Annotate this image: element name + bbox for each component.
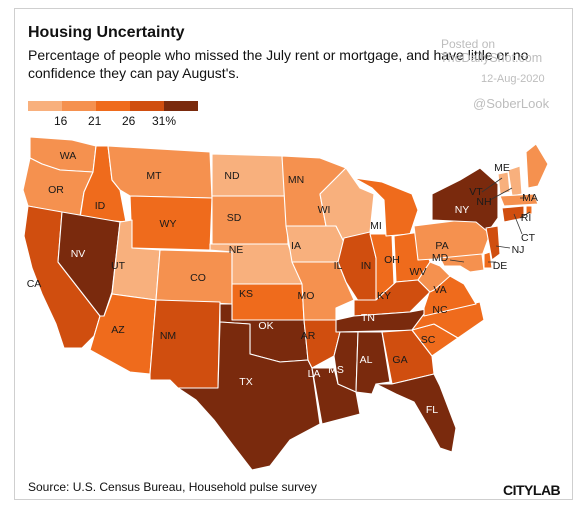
state-label-wa: WA [60, 150, 77, 162]
state-label-il: IL [334, 260, 343, 272]
legend-swatch-4 [130, 101, 164, 111]
watermark-posted: Posted on [441, 37, 496, 51]
state-label-tn: TN [361, 312, 375, 324]
leader-line-ct [513, 213, 523, 235]
state-label-nd: ND [224, 170, 240, 182]
leader-line-nh [489, 187, 513, 201]
state-nd [211, 153, 287, 197]
state-label-md: MD [432, 252, 449, 264]
leader-line-md [449, 259, 465, 263]
state-label-vt: VT [469, 186, 483, 198]
state-label-pa: PA [435, 240, 448, 252]
state-label-co: CO [190, 272, 206, 284]
state-label-oh: OH [384, 254, 400, 266]
state-label-wv: WV [410, 266, 427, 278]
state-label-fl: FL [426, 404, 438, 416]
state-wv [417, 261, 451, 293]
state-me [525, 143, 549, 189]
state-label-mo: MO [298, 290, 315, 302]
state-nm [149, 299, 221, 389]
state-ga [381, 329, 435, 385]
state-label-me: ME [494, 162, 510, 174]
state-label-sc: SC [421, 334, 436, 346]
state-label-ct: CT [521, 232, 536, 244]
state-ma [499, 193, 539, 207]
state-label-ok: OK [258, 320, 273, 332]
legend-label-26: 26 [122, 114, 136, 128]
state-label-ia: IA [291, 240, 301, 252]
state-label-ky: KY [377, 290, 391, 302]
state-label-ms: MS [328, 364, 344, 376]
state-vt [497, 171, 511, 195]
state-label-nj: NJ [512, 244, 525, 256]
state-md [439, 253, 485, 273]
state-label-ne: NE [229, 244, 244, 256]
state-label-ga: GA [392, 354, 407, 366]
state-label-nm: NM [160, 330, 176, 342]
chart-title: Housing Uncertainty [28, 24, 185, 41]
chart-subtitle: Percentage of people who missed the July… [28, 47, 529, 81]
state-label-wy: WY [160, 218, 177, 230]
color-legend: 16 21 26 31% [28, 101, 198, 131]
state-de [483, 251, 493, 269]
state-ms [333, 331, 359, 393]
state-label-ut: UT [111, 260, 126, 272]
state-label-nc: NC [432, 304, 448, 316]
state-label-la: LA [308, 368, 321, 380]
state-label-ri: RI [521, 212, 532, 224]
state-nc [411, 301, 485, 339]
state-fl [375, 373, 457, 453]
state-label-or: OR [48, 184, 64, 196]
legend-label-31: 31% [152, 114, 177, 128]
leader-line-ri [519, 211, 531, 219]
us-states-svg: WA OR CA ID NV MT WY UT AZ CO NM ND SD NE KS OK TX MN IA MO… [22, 136, 549, 470]
leader-line-nj [495, 245, 511, 249]
state-nj [485, 225, 501, 261]
state-label-va: VA [433, 284, 446, 296]
citylab-logo: CITYLAB [503, 482, 561, 498]
legend-swatch-3 [96, 101, 130, 111]
state-tx [177, 321, 321, 470]
legend-swatch-1 [28, 101, 62, 111]
us-map: WA OR CA ID NV MT WY UT AZ CO NM ND SD NE KS OK TX MN IA MO… [20, 134, 570, 470]
state-label-mi: MI [370, 220, 382, 232]
state-label-ca: CA [27, 278, 42, 290]
state-label-ar: AR [301, 330, 316, 342]
state-label-id: ID [95, 200, 106, 212]
state-label-tx: TX [239, 376, 252, 388]
state-label-az: AZ [111, 324, 125, 336]
state-label-wi: WI [318, 204, 331, 216]
state-sd [211, 195, 289, 245]
state-ny [431, 167, 499, 233]
source-note: Source: U.S. Census Bureau, Household pu… [28, 480, 317, 494]
state-label-nv: NV [71, 248, 86, 260]
state-label-mt: MT [146, 170, 162, 182]
state-label-sd: SD [227, 212, 242, 224]
state-label-al: AL [360, 354, 373, 366]
state-label-de: DE [493, 260, 508, 272]
state-label-in: IN [361, 260, 372, 272]
legend-swatch-5 [164, 101, 198, 111]
watermark-site: TheDailyShot.com [440, 51, 543, 65]
watermark-date: 12-Aug-2020 [481, 73, 545, 85]
state-ri [525, 205, 533, 215]
watermark-handle: @SoberLook [473, 96, 550, 111]
state-label-nh: NH [476, 196, 491, 208]
state-label-mn: MN [288, 174, 304, 186]
legend-label-21: 21 [88, 114, 102, 128]
chart-frame [14, 8, 573, 500]
legend-swatch-2 [62, 101, 96, 111]
state-label-ks: KS [239, 288, 253, 300]
leader-line-vt [481, 177, 503, 193]
state-label-ma: MA [522, 192, 538, 204]
state-label-ny: NY [455, 204, 470, 216]
legend-label-16: 16 [54, 114, 68, 128]
state-ct [501, 205, 525, 223]
